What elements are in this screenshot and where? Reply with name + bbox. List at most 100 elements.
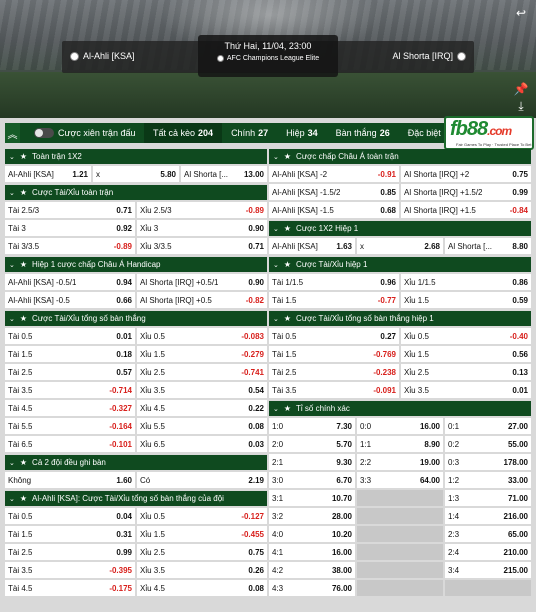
- chevron-down-icon[interactable]: ⌄: [273, 261, 279, 269]
- star-icon[interactable]: ★: [19, 260, 28, 269]
- chevron-down-icon[interactable]: ⌄: [9, 459, 15, 467]
- odds-cell[interactable]: Tài 0.5 0.01: [5, 328, 135, 344]
- odds-cell[interactable]: 1:4 216.00: [445, 508, 531, 524]
- market-header[interactable]: ⌄ ★ Cược 1X2 Hiệp 1: [269, 221, 531, 236]
- market-header[interactable]: ⌄ ★ Cược Tài/Xỉu hiệp 1: [269, 257, 531, 272]
- odds-cell[interactable]: Xỉu 1.5 -0.279: [137, 346, 267, 362]
- odds-cell[interactable]: Tài 6.5 -0.101: [5, 436, 135, 452]
- odds-cell[interactable]: Al Shorta [IRQ] +0.5/1 0.90: [137, 274, 267, 290]
- odds-cell[interactable]: Tài 2.5/3 0.71: [5, 202, 135, 218]
- odds-cell[interactable]: 4:0 10.20: [269, 526, 355, 542]
- market-header[interactable]: ⌄ ★ Cược chấp Châu Á toàn trận: [269, 149, 531, 164]
- odds-cell[interactable]: Tài 4.5 -0.327: [5, 400, 135, 416]
- odds-cell[interactable]: 4:1 16.00: [269, 544, 355, 560]
- odds-cell[interactable]: Xỉu 3.5 0.26: [137, 562, 267, 578]
- tab-all[interactable]: Tất cả kèo 204: [144, 123, 223, 143]
- odds-cell[interactable]: Không 1.60: [5, 472, 135, 488]
- odds-cell[interactable]: 2:3 65.00: [445, 526, 531, 542]
- download-icon[interactable]: ⤓: [518, 99, 524, 113]
- tab-main[interactable]: Chính 27: [231, 128, 269, 138]
- collapse-all-icon[interactable]: ︽: [5, 123, 20, 143]
- odds-cell[interactable]: 0:0 16.00: [357, 418, 443, 434]
- odds-cell[interactable]: 1:3 71.00: [445, 490, 531, 506]
- odds-cell[interactable]: Xỉu 6.5 0.03: [137, 436, 267, 452]
- odds-cell[interactable]: Xỉu 2.5 0.13: [401, 364, 531, 380]
- odds-cell[interactable]: 0:3 178.00: [445, 454, 531, 470]
- odds-cell[interactable]: Tài 1/1.5 0.96: [269, 274, 399, 290]
- star-icon[interactable]: ★: [19, 458, 28, 467]
- odds-cell[interactable]: Xỉu 2.5/3 -0.89: [137, 202, 267, 218]
- odds-cell[interactable]: 1:1 8.90: [357, 436, 443, 452]
- odds-cell[interactable]: 2:2 19.00: [357, 454, 443, 470]
- odds-cell[interactable]: 3:2 28.00: [269, 508, 355, 524]
- odds-cell[interactable]: Tài 0.5 0.27: [269, 328, 399, 344]
- star-icon[interactable]: ★: [19, 494, 28, 503]
- chevron-down-icon[interactable]: ⌄: [273, 405, 279, 413]
- star-icon[interactable]: ★: [283, 152, 292, 161]
- odds-cell[interactable]: Tài 3.5 -0.395: [5, 562, 135, 578]
- odds-cell[interactable]: Al Shorta [... 8.80: [445, 238, 531, 254]
- odds-cell[interactable]: Tài 0.5 0.04: [5, 508, 135, 524]
- odds-cell[interactable]: Tài 4.5 -0.175: [5, 580, 135, 596]
- odds-cell[interactable]: Xỉu 4.5 0.22: [137, 400, 267, 416]
- market-header[interactable]: ⌄ ★ Toàn trận 1X2: [5, 149, 267, 164]
- odds-cell[interactable]: 2:4 210.00: [445, 544, 531, 560]
- odds-cell[interactable]: Tài 2.5 0.57: [5, 364, 135, 380]
- pin-icon[interactable]: 📌: [513, 82, 529, 96]
- market-header[interactable]: ⌄ ★ Cả 2 đội đều ghi bàn: [5, 455, 267, 470]
- odds-cell[interactable]: 1:0 7.30: [269, 418, 355, 434]
- star-icon[interactable]: ★: [19, 314, 28, 323]
- odds-cell[interactable]: 4:3 76.00: [269, 580, 355, 596]
- chevron-down-icon[interactable]: ⌄: [273, 315, 279, 323]
- odds-cell[interactable]: 2:1 9.30: [269, 454, 355, 470]
- odds-cell[interactable]: Tài 1.5 -0.77: [269, 292, 399, 308]
- odds-cell[interactable]: Tài 3/3.5 -0.89: [5, 238, 135, 254]
- odds-cell[interactable]: Al-Ahli [KSA] -2 -0.91: [269, 166, 399, 182]
- odds-cell[interactable]: Xỉu 2.5 -0.741: [137, 364, 267, 380]
- odds-cell[interactable]: Xỉu 1.5 0.56: [401, 346, 531, 362]
- odds-cell[interactable]: 3:0 6.70: [269, 472, 355, 488]
- odds-cell[interactable]: 3:3 64.00: [357, 472, 443, 488]
- odds-cell[interactable]: Có 2.19: [137, 472, 267, 488]
- star-icon[interactable]: ★: [19, 188, 28, 197]
- odds-cell[interactable]: x 2.68: [357, 238, 443, 254]
- odds-cell[interactable]: Xỉu 0.5 -0.127: [137, 508, 267, 524]
- odds-cell[interactable]: Xỉu 3/3.5 0.71: [137, 238, 267, 254]
- odds-cell[interactable]: Xỉu 4.5 0.08: [137, 580, 267, 596]
- odds-cell[interactable]: Al-Ahli [KSA] -0.5/1 0.94: [5, 274, 135, 290]
- odds-cell[interactable]: Tài 5.5 -0.164: [5, 418, 135, 434]
- market-header[interactable]: ⌄ ★ Tỉ số chính xác: [269, 401, 531, 416]
- odds-cell[interactable]: Tài 2.5 -0.238: [269, 364, 399, 380]
- tab-goals[interactable]: Bàn thắng 26: [335, 128, 390, 138]
- odds-cell[interactable]: 0:1 27.00: [445, 418, 531, 434]
- market-header[interactable]: ⌄ ★ Al-Ahli [KSA]: Cược Tài/Xỉu tổng số bà…: [5, 491, 267, 506]
- star-icon[interactable]: ★: [19, 152, 28, 161]
- chevron-down-icon[interactable]: ⌄: [273, 225, 279, 233]
- odds-cell[interactable]: Xỉu 3.5 0.01: [401, 382, 531, 398]
- chevron-down-icon[interactable]: ⌄: [9, 189, 15, 197]
- odds-cell[interactable]: Al Shorta [... 13.00: [181, 166, 267, 182]
- odds-cell[interactable]: 3:1 10.70: [269, 490, 355, 506]
- chevron-down-icon[interactable]: ⌄: [9, 315, 15, 323]
- odds-cell[interactable]: Tài 3.5 -0.091: [269, 382, 399, 398]
- market-header[interactable]: ⌄ ★ Hiệp 1 cược chấp Châu Á Handicap: [5, 257, 267, 272]
- odds-cell[interactable]: Xỉu 0.5 -0.083: [137, 328, 267, 344]
- odds-cell[interactable]: Al-Ahli [KSA] -1.5 0.68: [269, 202, 399, 218]
- star-icon[interactable]: ★: [283, 224, 292, 233]
- market-header[interactable]: ⌄ ★ Cược Tài/Xỉu tổng số bàn thắng: [5, 311, 267, 326]
- odds-cell[interactable]: Xỉu 3.5 0.54: [137, 382, 267, 398]
- chevron-down-icon[interactable]: ⌄: [9, 261, 15, 269]
- market-header[interactable]: ⌄ ★ Cược Tài/Xỉu toàn trận: [5, 185, 267, 200]
- odds-cell[interactable]: Tài 1.5 -0.769: [269, 346, 399, 362]
- star-icon[interactable]: ★: [283, 314, 292, 323]
- odds-cell[interactable]: Al-Ahli [KSA] -1.5/2 0.85: [269, 184, 399, 200]
- odds-cell[interactable]: x 5.80: [93, 166, 179, 182]
- odds-cell[interactable]: Al-Ahli [KSA] -0.5 0.66: [5, 292, 135, 308]
- odds-cell[interactable]: Tài 2.5 0.99: [5, 544, 135, 560]
- odds-cell[interactable]: 0:2 55.00: [445, 436, 531, 452]
- odds-cell[interactable]: Xỉu 3 0.90: [137, 220, 267, 236]
- odds-cell[interactable]: Tài 1.5 0.18: [5, 346, 135, 362]
- market-header[interactable]: ⌄ ★ Cược Tài/Xỉu tổng số bàn thắng hiệp 1: [269, 311, 531, 326]
- chevron-down-icon[interactable]: ⌄: [9, 495, 15, 503]
- odds-cell[interactable]: Xỉu 1.5 0.59: [401, 292, 531, 308]
